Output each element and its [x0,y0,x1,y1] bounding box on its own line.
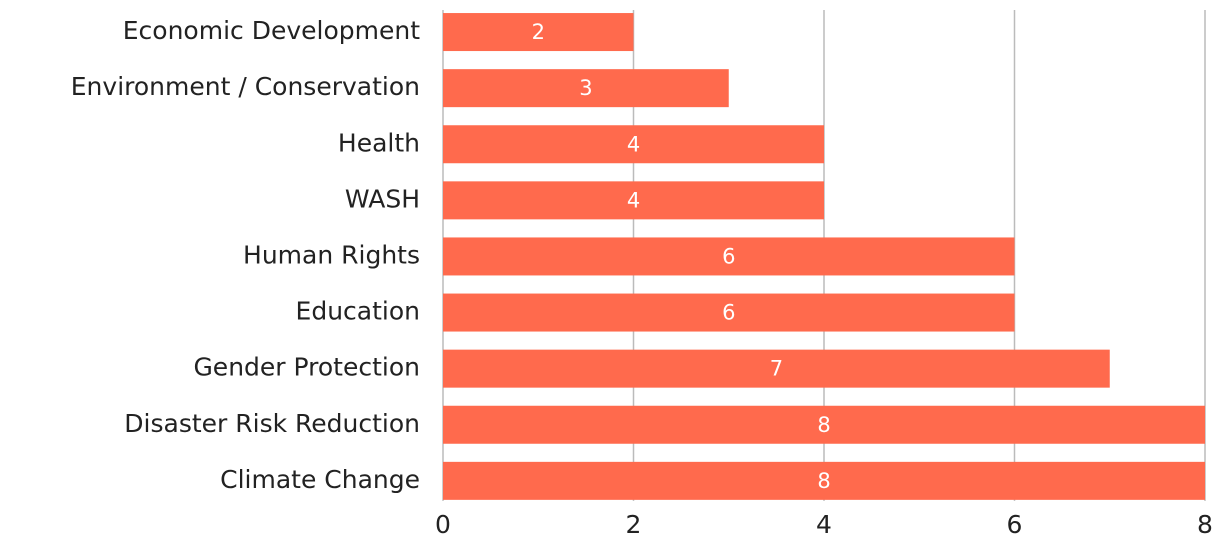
bar [443,405,1205,444]
bar [443,349,1110,388]
bar [443,237,1015,276]
x-tick-label: 2 [626,510,642,539]
bar [443,181,824,220]
y-tick-label: Climate Change [220,465,420,494]
value-label: 2 [532,20,545,44]
value-label: 6 [722,244,735,268]
value-label: 4 [627,132,640,156]
bar [443,293,1015,332]
value-label: 3 [579,76,592,100]
x-tick-label: 6 [1007,510,1023,539]
bar [443,125,824,164]
y-tick-label: Environment / Conservation [71,72,420,101]
x-tick-label: 4 [816,510,832,539]
y-tick-label: Human Rights [243,240,420,269]
bar [443,69,729,108]
bar [443,13,634,52]
bar [443,461,1205,500]
value-label: 8 [817,413,830,437]
value-label: 7 [770,357,783,381]
x-tick-label: 8 [1197,510,1213,539]
y-tick-label: Economic Development [123,16,420,45]
y-tick-label: Health [338,128,420,157]
x-tick-label: 0 [435,510,451,539]
value-label: 8 [817,469,830,493]
y-tick-label: Disaster Risk Reduction [124,409,420,438]
y-tick-label: Gender Protection [193,353,420,382]
value-label: 4 [627,188,640,212]
y-tick-label: Education [296,297,420,326]
value-label: 6 [722,301,735,325]
y-tick-label: WASH [345,184,420,213]
